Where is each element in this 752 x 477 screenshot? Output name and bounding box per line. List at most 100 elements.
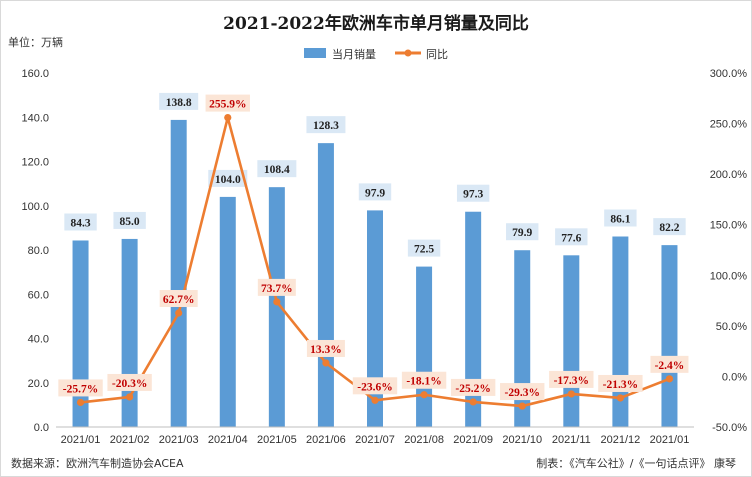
line-point	[224, 114, 232, 122]
bar	[367, 210, 383, 427]
y-left-tick-label: 160.0	[21, 68, 49, 80]
line-label-bg	[650, 355, 689, 373]
line-label-bg	[450, 378, 496, 396]
y-right-tick-label: 300.0%	[710, 68, 748, 80]
bar	[661, 245, 678, 427]
line-label-bg	[306, 339, 345, 357]
x-tick-label: 2021/04	[208, 434, 248, 446]
bar-label-bg	[257, 160, 297, 178]
bar-label-bg	[653, 218, 686, 236]
line-label-bg	[598, 374, 643, 392]
line-data-label: -2.4%	[655, 360, 685, 372]
y-left-tick-label: 120.0	[21, 157, 49, 169]
line-data-label: -29.3%	[504, 387, 539, 399]
line-point	[469, 398, 477, 406]
bar-data-label: 77.6	[561, 232, 581, 244]
bar-data-label: 108.4	[264, 164, 290, 176]
bar-label-bg	[604, 209, 637, 227]
bar	[219, 196, 236, 427]
line-label-bg	[58, 379, 103, 397]
y-right-tick-label: -50.0%	[712, 422, 747, 434]
line-point	[371, 396, 379, 404]
line-point	[76, 398, 85, 407]
line-point	[273, 298, 281, 306]
bar	[268, 187, 285, 427]
line-point	[518, 402, 526, 410]
bar-data-label: 85.0	[120, 216, 140, 228]
x-tick-label: 2021/06	[306, 434, 346, 446]
line-label-bg	[500, 383, 545, 401]
y-left-tick-label: 60.0	[28, 289, 49, 301]
y-right-tick-label: 50.0%	[716, 321, 747, 333]
x-tick-label: 2021/01	[61, 434, 101, 446]
x-axis: 2021/01 2021/02 2021/03 2021/04 2021/05 2021/…	[56, 426, 694, 446]
bar-data-label: 138.8	[166, 97, 192, 109]
bar-label-bg	[306, 116, 346, 134]
bar-data-label: 82.2	[659, 222, 679, 234]
bar-data-label: 84.3	[70, 217, 90, 229]
bar-data-label: 97.9	[365, 187, 385, 199]
bar-label-bg	[113, 211, 146, 229]
legend-bar-label: 当月销量	[332, 47, 376, 61]
y-right-tick-label: 250.0%	[710, 119, 748, 131]
chart-title: 2021-2022年欧洲车市单月销量及同比	[223, 13, 529, 34]
bar-data-label: 72.5	[414, 244, 434, 256]
line-data-label: -25.7%	[63, 383, 98, 395]
bar-label-bg	[208, 169, 248, 187]
line-data-label: -18.1%	[406, 376, 441, 388]
bar-data-label: 104.0	[215, 174, 241, 186]
line-label-bg	[205, 94, 250, 112]
line-point	[175, 309, 183, 317]
bar-label-bg	[506, 223, 539, 241]
y-left-tick-label: 100.0	[21, 201, 49, 213]
line-label-bg	[401, 371, 447, 389]
line-series: -25.7% -20.3% 62.7% 255.9% 73.7% 13.3% -23.6% -…	[58, 94, 689, 410]
line-data-label: 255.9%	[209, 99, 246, 111]
bar	[563, 255, 580, 427]
bar	[317, 143, 334, 428]
bar-data-label: 86.1	[610, 214, 630, 226]
line-data-label: -25.2%	[455, 383, 490, 395]
x-tick-label: 2021/11	[552, 434, 591, 446]
y-left-tick-label: 140.0	[21, 112, 49, 124]
bar	[416, 266, 433, 427]
line-data-label: 73.7%	[261, 283, 293, 295]
bar-label-bg	[456, 184, 490, 202]
line-point	[126, 393, 134, 401]
bar	[170, 119, 187, 427]
line-point	[567, 390, 575, 398]
footer-source: 数据来源：欧洲汽车制造协会ACEA	[11, 456, 184, 470]
x-tick-label: 2021/01	[650, 434, 690, 446]
line-label-bg	[352, 377, 398, 395]
legend: 当月销量 同比	[304, 47, 448, 61]
line-label-bg	[159, 290, 198, 308]
line-label-bg	[107, 373, 152, 391]
x-tick-label: 2021/03	[159, 434, 199, 446]
x-tick-label: 2021/02	[110, 434, 150, 446]
bar-data-label: 97.3	[463, 189, 483, 201]
bar-data-label: 128.3	[313, 120, 339, 132]
line-label-bg	[257, 278, 296, 296]
unit-label: 单位：万辆	[8, 35, 63, 49]
line-label-bg	[549, 370, 594, 388]
bar-label-bg	[358, 183, 392, 201]
y-left-tick-label: 80.0	[28, 245, 49, 257]
bar	[514, 250, 531, 427]
y-left-tick-label: 20.0	[28, 378, 49, 390]
x-tick-label: 2021/10	[502, 434, 542, 446]
x-tick-label: 2021/05	[257, 434, 297, 446]
line-data-label: -17.3%	[554, 375, 589, 387]
line-data-label: 13.3%	[310, 344, 342, 356]
line-data-label: -20.3%	[112, 378, 147, 390]
x-tick-label: 2021/09	[453, 434, 493, 446]
legend-line-marker	[404, 49, 412, 57]
y-right-tick-label: 150.0%	[710, 220, 748, 232]
bar-data-label: 79.9	[512, 227, 532, 239]
legend-bar-swatch	[304, 48, 326, 58]
y-axis-left: 0.0 20.0 40.0 60.0 80.0 100.0 120.0 140.0 160.0	[21, 68, 49, 434]
bar-label-bg	[555, 228, 588, 246]
footer-credit: 制表：《汽车公社》/《一句话点评》 康琴	[536, 456, 736, 470]
y-right-tick-label: 0.0%	[722, 371, 747, 383]
